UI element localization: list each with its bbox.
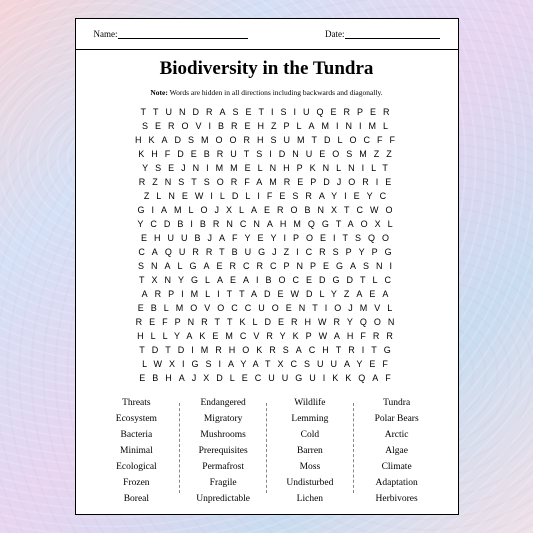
word-item: Boreal [94,491,180,507]
grid-row: RZNSTSORFAMREPDJORIE [98,175,440,189]
grid-row: YSEJNIMMELNHPKNLNILT [98,161,440,175]
grid-row: REFPNRTTKLDERHWRYQON [98,315,440,329]
word-item: Climate [354,459,440,475]
grid-row: HLLYAKEMCVRYKPWAHFRR [98,329,440,343]
word-item: Lichen [267,491,353,507]
word-column-4: TundraPolar BearsArcticAlgaeClimateAdapt… [354,395,440,507]
grid-row: EBLMOVOCCUOENTIOJMVL [98,301,440,315]
name-blank[interactable] [118,38,248,39]
word-item: Wildlife [267,395,353,411]
word-item: Minimal [94,443,180,459]
name-field[interactable]: Name: [94,29,248,39]
date-blank[interactable] [345,38,440,39]
name-label: Name: [94,29,118,39]
date-label: Date: [325,29,345,39]
grid-row: TDTDIMRHOKRSACHTRITG [98,343,440,357]
word-item: Arctic [354,427,440,443]
grid-row: GIAMLOJXLAEROBNXTCWO [98,203,440,217]
word-column-3: WildlifeLemmingColdBarrenMossUndisturbed… [267,395,353,507]
grid-row: KHFDEBRUTSIDNUEOSMZZ [98,147,440,161]
word-item: Barren [267,443,353,459]
grid-row: TTUNDRASETISIUQERPER [98,105,440,119]
word-item: Migratory [180,411,266,427]
grid-row: ZLNEWILDLIFESRAYIEYC [98,189,440,203]
word-item: Cold [267,427,353,443]
word-item: Tundra [354,395,440,411]
grid-row: HKADSMOORHSUMTDLOCFF [98,133,440,147]
note-text: Words are hidden in all directions inclu… [168,88,383,97]
word-item: Algae [354,443,440,459]
note-prefix: Note: [150,88,168,97]
grid-row: SEROVIBREHZPLAMINIML [98,119,440,133]
word-item: Undisturbed [267,475,353,491]
word-search-grid: TTUNDRASETISIUQERPERSEROVIBREHZPLAMINIML… [98,105,440,385]
grid-row: TXNYGLAEAIBOCEDGDTLC [98,273,440,287]
word-column-1: ThreatsEcosystemBacteriaMinimalEcologica… [94,395,180,507]
word-item: Fragile [180,475,266,491]
word-item: Adaptation [354,475,440,491]
word-item: Polar Bears [354,411,440,427]
grid-row: EHUUBJAFYEYIPOEITSQO [98,231,440,245]
word-item: Ecosystem [94,411,180,427]
word-item: Endangered [180,395,266,411]
word-item: Frozen [94,475,180,491]
word-item: Herbivores [354,491,440,507]
word-item: Bacteria [94,427,180,443]
date-field[interactable]: Date: [325,29,440,39]
word-item: Permafrost [180,459,266,475]
word-item: Prerequisites [180,443,266,459]
word-item: Ecological [94,459,180,475]
word-item: Lemming [267,411,353,427]
grid-row: EBHAJXDLECUUGUIKKQAF [98,371,440,385]
word-column-2: EndangeredMigratoryMushroomsPrerequisite… [180,395,266,507]
grid-row: ARPIMLITTADEWDLYZAEA [98,287,440,301]
grid-row: LWXIGSIAYATXCSUUAYEF [98,357,440,371]
word-item: Unpredictable [180,491,266,507]
grid-row: CAQURRTBUGJZICRSPYPG [98,245,440,259]
note: Note: Words are hidden in all directions… [94,88,440,97]
header-line: Name: Date: [94,29,440,41]
grid-row: YCDBIBRNCNAHMQGTAOXL [98,217,440,231]
word-item: Moss [267,459,353,475]
word-list: ThreatsEcosystemBacteriaMinimalEcologica… [94,395,440,507]
word-item: Threats [94,395,180,411]
word-item: Mushrooms [180,427,266,443]
page-title: Biodiversity in the Tundra [94,58,440,80]
grid-row: SNALGAERCRCPNPEGASNI [98,259,440,273]
header-divider [76,49,458,50]
worksheet-page: Name: Date: Biodiversity in the Tundra N… [75,18,459,515]
